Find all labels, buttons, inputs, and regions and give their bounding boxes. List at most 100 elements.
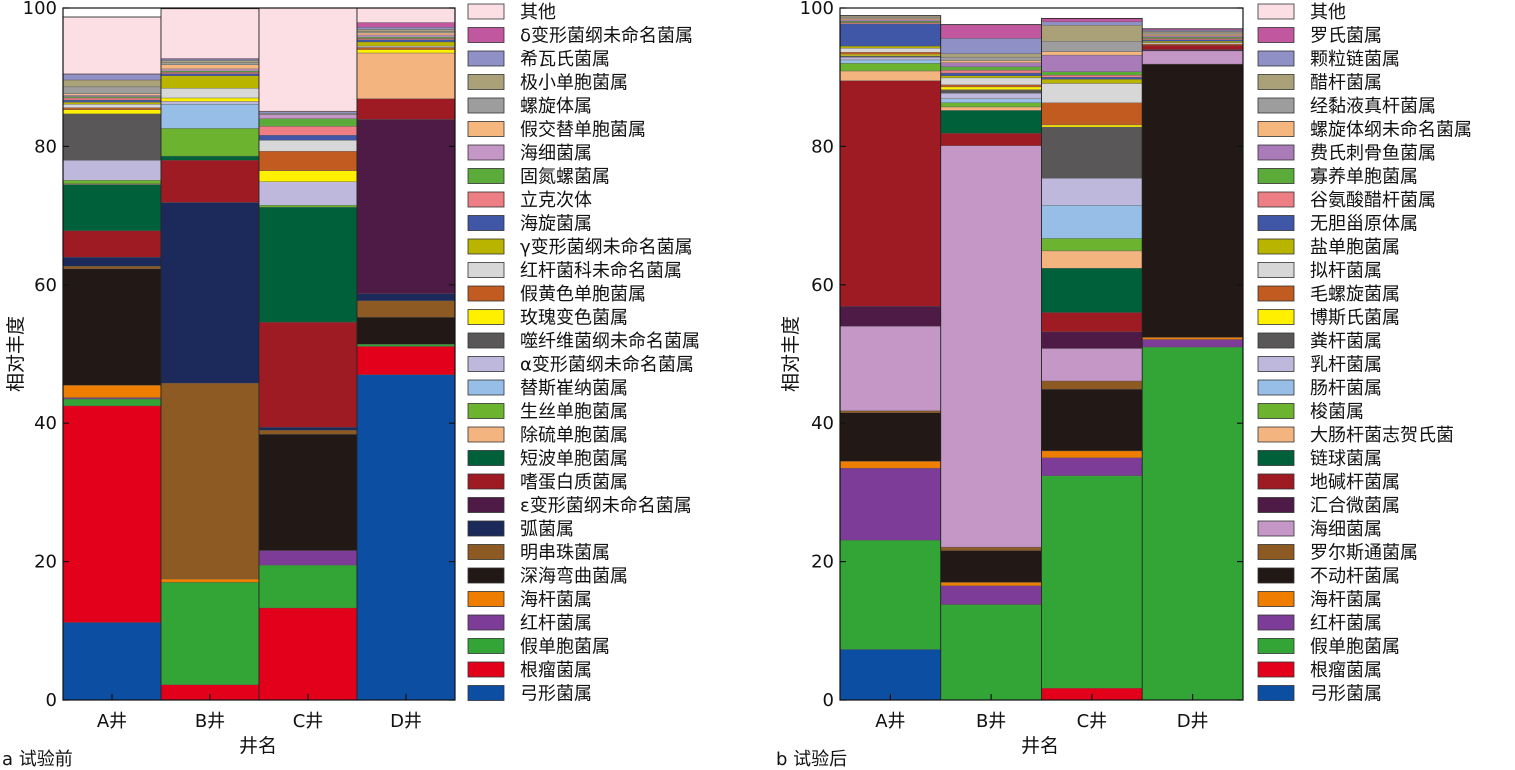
legend-label: 毛螺旋菌属 [1310, 284, 1400, 305]
bar-segment-B井-海杆菌属 [940, 582, 1042, 586]
legend-swatch [467, 144, 505, 161]
bar-segment-D井-寡养单胞菌属 [1142, 36, 1244, 39]
bar-segment-C井-罗尔斯通菌属 [1041, 380, 1143, 390]
bar-segment-D井-弓形菌属 [356, 374, 456, 701]
bar-segment-C井-短波单胞菌属 [258, 207, 358, 323]
bar-segment-D井-假单胞菌属 [1142, 346, 1244, 701]
legend-label: 梭菌属 [1310, 402, 1364, 423]
legend-label: 嗜蛋白质菌属 [520, 472, 628, 493]
bar-segment-B井-固氮螺菌属 [160, 70, 260, 73]
legend-label: 极小单胞菌属 [520, 73, 628, 94]
x-tick-label: D井 [1177, 711, 1209, 732]
bar-segment-D井-不动杆菌属 [1142, 63, 1244, 338]
bar-segment-D井-其他 [356, 7, 456, 23]
bar-segment-D井-海细菌属 [356, 34, 456, 38]
bar-segment-B井-希瓦氏菌属 [160, 59, 260, 61]
legend-label: 假单胞菌属 [1310, 637, 1400, 658]
legend-swatch [1257, 567, 1295, 584]
legend-swatch [1257, 191, 1295, 208]
legend-swatch [1257, 520, 1295, 537]
bar-segment-D井-毛螺旋菌属 [1142, 43, 1244, 46]
bar-segment-B井-玫瑰变色菌属 [160, 97, 260, 102]
panel-b-axes: 0 20 40 60 80 100 A井 B井 C井 D井 [800, 0, 1244, 732]
bar-segment-A井-费氏刺骨鱼菌属 [839, 19, 941, 22]
bar-segment-A井-海细菌属 [62, 95, 162, 97]
panel-b-chart: 0 20 40 60 80 100 A井 B井 C井 D井 其他罗氏菌属颗粒链菌属醋杆菌属经黏液真… [776, 0, 1472, 770]
legend-swatch [1257, 309, 1295, 325]
plot-frame [839, 7, 1244, 701]
bar-segment-A井-明串珠菌属 [62, 265, 162, 270]
legend-label: 寡养单胞菌属 [1310, 167, 1418, 188]
bar-segment-A井-α变形菌纲未命名菌属 [62, 160, 162, 181]
bar-segment-B井-毛螺旋菌属 [940, 84, 1042, 88]
panel-b-caption: b 试验后 [776, 749, 847, 770]
legend-label: 其他 [520, 2, 556, 23]
legend-swatch [1257, 74, 1295, 90]
legend-swatch [1257, 544, 1295, 560]
legend-label: 短波单胞菌属 [520, 449, 628, 470]
bar-segment-B井-粪杆菌属 [940, 89, 1042, 94]
bar-segment-C井-红杆菌属 [258, 550, 358, 566]
bar-segment-B井-不动杆菌属 [940, 550, 1042, 583]
legend-swatch [1257, 685, 1295, 701]
bar-segment-D井-经黏液真杆菌属 [1142, 32, 1244, 35]
bar-segment-C井-生丝单胞菌属 [258, 205, 358, 208]
panel-a-legend: 其他 δ变形菌纲未命名菌属希瓦氏菌属极小单胞菌属螺旋体属假交替单胞菌属海细菌属固氮… [467, 2, 700, 705]
bar-segment-A井-海旋菌属 [62, 99, 162, 103]
bar-segment-A井-深海弯曲菌属 [62, 268, 162, 386]
legend-swatch [467, 614, 505, 631]
legend-swatch [467, 50, 505, 67]
bar-segment-C井-粪杆菌属 [1041, 126, 1143, 179]
legend-label: 其他 [1310, 2, 1346, 23]
bar-segment-B井-红杆菌属 [940, 585, 1042, 605]
bar-segment-C井-盐单胞菌属 [1041, 79, 1143, 84]
legend-swatch [467, 567, 505, 584]
bar-segment-A井-螺旋体属 [62, 86, 162, 94]
bar-segment-D井-δ变形菌纲未命名菌属 [356, 22, 456, 28]
bar-segment-B井-海旋菌属 [160, 73, 260, 76]
legend-swatch [467, 685, 505, 701]
legend-label: ε变形菌纲未命名菌属 [520, 496, 692, 517]
legend-swatch [467, 285, 505, 302]
bar-segment-A井-拟杆菌属 [839, 47, 941, 53]
bar-segment-B井-博斯氏菌属 [940, 86, 1042, 90]
bar-segment-D井-假交替单胞菌属 [356, 32, 456, 36]
bar-segment-A井-极小单胞菌属 [62, 79, 162, 88]
bar-segment-B井-拟杆菌属 [940, 77, 1042, 85]
panel-b-y-axis-label: 相对丰度 [780, 316, 802, 392]
bar-segment-B井-地碱杆菌属 [940, 133, 1042, 146]
legend-label: 乳杆菌属 [1310, 355, 1382, 376]
bar-segment-B井-明串珠菌属 [160, 382, 260, 580]
legend-label: 玫瑰变色菌属 [520, 308, 628, 329]
bar-segment-A井-博斯氏菌属 [839, 54, 941, 56]
bar-segment-B井-α变形菌纲未命名菌属 [160, 101, 260, 105]
legend-label: 海细菌属 [520, 143, 592, 164]
bar-segment-A井-地碱杆菌属 [839, 80, 941, 307]
legend-swatch [1257, 497, 1295, 513]
bar-segment-B井-螺旋体纲未命名菌属 [940, 60, 1042, 63]
legend-swatch [467, 309, 505, 325]
bar-segment-C井-肠杆菌属 [1041, 205, 1143, 239]
x-tick-label: C井 [293, 711, 324, 732]
bar-segment-B井-短波单胞菌属 [160, 155, 260, 161]
bar-segment-B井-谷氨酸醋杆菌属 [940, 70, 1042, 74]
bar-segment-A井-弓形菌属 [62, 622, 162, 701]
bar-segment-D井-ε变形菌纲未命名菌属 [356, 119, 456, 294]
bar-segment-B井-罗氏菌属 [940, 24, 1042, 39]
bar-segment-C井-罗氏菌属 [1041, 18, 1143, 23]
legend-label: 海杆菌属 [520, 590, 592, 611]
legend-swatch [1257, 614, 1295, 631]
legend-swatch [467, 121, 505, 137]
legend-label: δ变形菌纲未命名菌属 [520, 26, 693, 47]
bar-segment-B井-醋杆菌属 [940, 53, 1042, 58]
bar-segment-B井-海杆菌属 [160, 578, 260, 583]
legend-swatch [1257, 356, 1295, 372]
legend-label: 醋杆菌属 [1310, 73, 1382, 94]
legend-swatch [467, 520, 505, 537]
bar-segment-D井-嗜蛋白质菌属 [356, 98, 456, 120]
legend-swatch [467, 238, 505, 255]
legend-label: 粪杆菌属 [1310, 331, 1382, 352]
x-tick-label: B井 [976, 711, 1006, 732]
bar-segment-A井-短波单胞菌属 [62, 184, 162, 231]
bar-segment-A井-乳杆菌属 [839, 56, 941, 61]
